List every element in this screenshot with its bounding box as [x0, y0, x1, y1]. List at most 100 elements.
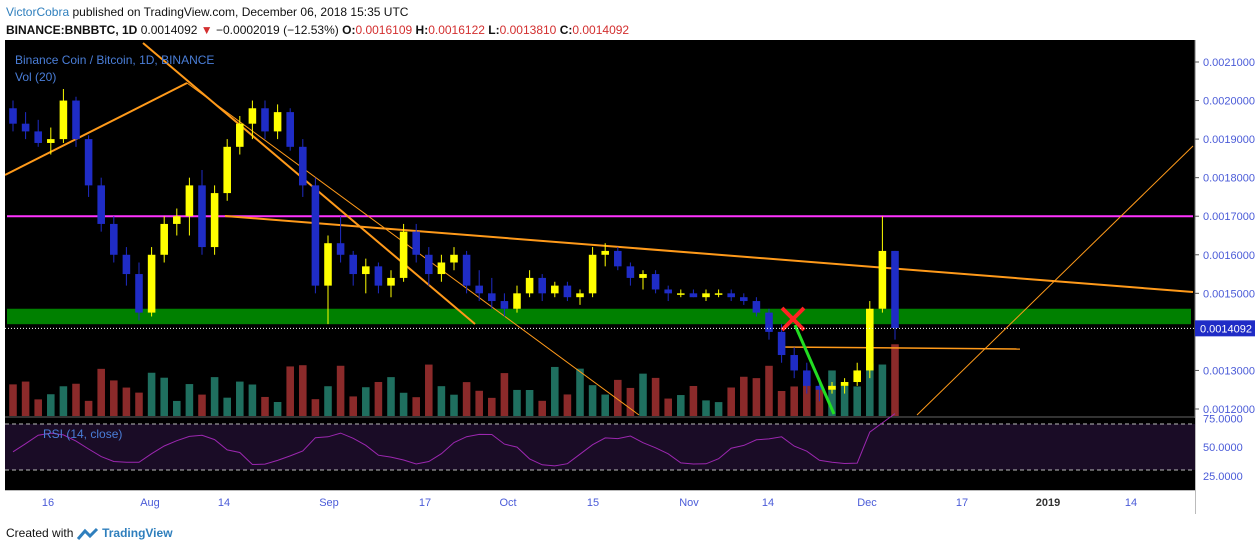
candle-body — [47, 139, 55, 143]
footer: Created with TradingView — [6, 526, 173, 541]
x-tick-label: Dec — [857, 497, 877, 509]
low-value: 0.0013810 — [499, 23, 557, 37]
volume-bar — [803, 384, 811, 416]
candle-body — [803, 370, 811, 386]
x-axis-ticks: 16 Aug 14 Sep 17 Oct 15 Nov 14 Dec 17 2019 14 — [42, 497, 1137, 509]
candle-body — [236, 123, 244, 147]
volume-bar — [450, 394, 458, 416]
rsi-tick-label: 50.0000 — [1203, 442, 1243, 454]
volume-bar — [336, 365, 345, 416]
volume-bars — [9, 344, 899, 416]
price-chart[interactable]: 0.0021000 0.0020000 0.0019000 0.0018000 0.00… — [4, 40, 1255, 514]
x-tick-label: 15 — [587, 497, 599, 509]
candle-body — [740, 297, 748, 302]
candle-body — [9, 108, 17, 124]
volume-bar — [513, 389, 521, 416]
x-mark-icon — [780, 306, 806, 332]
candle-body — [500, 301, 509, 309]
volume-bar — [752, 378, 761, 416]
created-with-text: Created with — [6, 526, 74, 540]
down-arrow-line — [793, 324, 836, 415]
author-link[interactable]: VictorCobra — [6, 5, 70, 19]
candle-body — [677, 293, 685, 295]
trendline — [779, 346, 1021, 350]
chart-title: Binance Coin / Bitcoin, 1D, BINANCE — [15, 53, 214, 67]
candle-body — [437, 262, 446, 275]
x-tick-label: 17 — [956, 497, 968, 509]
candle-body — [563, 285, 572, 298]
y-tick-label: 0.0012000 — [1203, 404, 1255, 416]
candle-body — [878, 250, 887, 309]
candle-body — [639, 274, 647, 278]
price-axis[interactable] — [1195, 40, 1255, 514]
candle-body — [425, 254, 433, 275]
volume-bar — [777, 391, 786, 416]
volume-bar — [563, 394, 572, 416]
candle-body — [853, 370, 861, 383]
volume-bar — [475, 390, 483, 416]
candle-body — [777, 331, 786, 356]
candle-body — [21, 123, 30, 132]
candle-body — [840, 382, 849, 386]
volume-bar — [488, 397, 496, 416]
volume-bar — [412, 397, 420, 416]
candle-body — [311, 185, 320, 286]
candles — [9, 88, 899, 402]
candle-body — [576, 293, 584, 298]
volume-bar — [399, 392, 408, 416]
volume-bar — [740, 376, 748, 416]
candle-body — [34, 131, 42, 143]
open-value: 0.0016109 — [355, 23, 413, 37]
tradingview-link[interactable]: TradingView — [102, 526, 173, 540]
last-price: 0.0014092 — [140, 23, 198, 37]
rsi-tick-label: 25.0000 — [1203, 471, 1243, 483]
candle-body — [273, 112, 282, 132]
volume-bar — [651, 377, 660, 416]
candle-body — [450, 254, 458, 263]
candle-body — [689, 293, 698, 298]
volume-bar — [853, 386, 861, 416]
volume-bar — [349, 396, 357, 416]
volume-bar — [311, 399, 320, 416]
time-axis[interactable] — [5, 490, 1195, 514]
candle-body — [210, 193, 219, 248]
candle-body — [588, 254, 597, 294]
volume-bar — [664, 398, 672, 416]
volume-bar — [840, 385, 849, 416]
candle-body — [110, 223, 118, 255]
trendline — [142, 42, 476, 325]
tradingview-logo-icon — [76, 527, 98, 540]
rsi-line — [12, 413, 896, 467]
volume-bar — [110, 380, 118, 416]
candle-body — [374, 266, 383, 286]
volume-bar — [248, 384, 257, 416]
candle-body — [475, 285, 483, 294]
candle-body — [462, 254, 471, 286]
y-tick-label: 0.0016000 — [1203, 250, 1255, 262]
x-tick-label: 2019 — [1036, 497, 1060, 509]
symbol-info: BINANCE:BNBBTC, 1D 0.0014092 ▼ −0.000201… — [6, 23, 629, 37]
last-price-label: 0.0014092 — [1200, 323, 1252, 335]
candle-body — [538, 277, 546, 294]
candle-body — [362, 266, 370, 275]
close-value: 0.0014092 — [572, 23, 630, 37]
volume-bar — [639, 373, 647, 416]
x-tick-label: Aug — [140, 497, 160, 509]
volume-bar — [122, 387, 131, 416]
volume-bar — [714, 402, 723, 416]
volume-bar — [588, 385, 597, 416]
volume-bar — [261, 396, 269, 416]
volume-bar — [727, 387, 735, 416]
y-tick-label: 0.0015000 — [1203, 288, 1255, 300]
y-tick-label: 0.0013000 — [1203, 365, 1255, 377]
volume-bar — [236, 381, 244, 416]
candle-body — [626, 266, 635, 278]
candle-body — [299, 146, 307, 186]
candle-body — [891, 250, 899, 329]
low-label: L: — [488, 23, 500, 37]
volume-bar — [210, 377, 219, 416]
chart-area[interactable]: 0.0021000 0.0020000 0.0019000 0.0018000 0.00… — [4, 40, 1255, 519]
candle-body — [488, 293, 496, 302]
volume-bar — [601, 394, 609, 416]
volume-bar — [299, 365, 307, 416]
